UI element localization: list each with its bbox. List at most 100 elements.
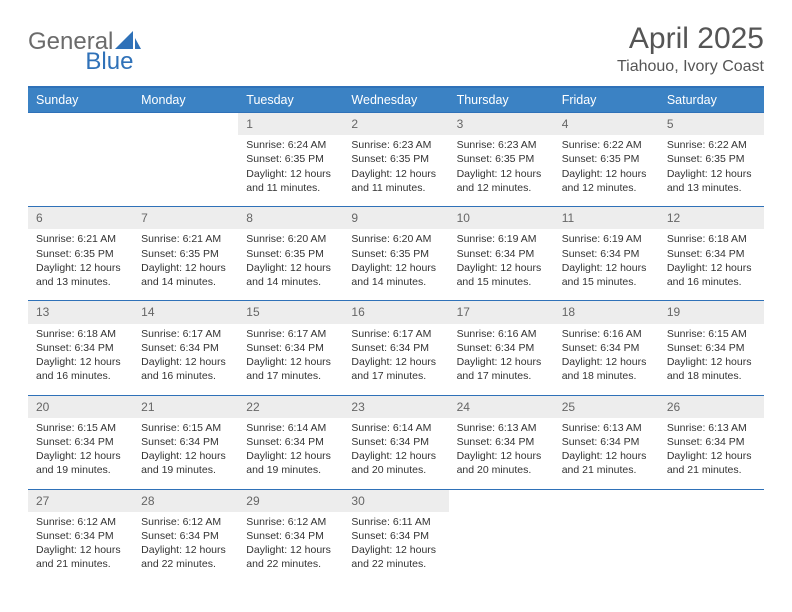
daylight-text: Daylight: 12 hours and 13 minutes. [667,167,756,195]
daylight-text: Daylight: 12 hours and 21 minutes. [36,543,125,571]
sunset-text: Sunset: 6:34 PM [562,435,651,449]
daylight-text: Daylight: 12 hours and 14 minutes. [141,261,230,289]
daylight-text: Daylight: 12 hours and 11 minutes. [246,167,335,195]
daylight-text: Daylight: 12 hours and 16 minutes. [36,355,125,383]
day-number-cell [659,489,764,512]
weekday-header: Tuesday [238,87,343,113]
weekday-header-row: Sunday Monday Tuesday Wednesday Thursday… [28,87,764,113]
sunrise-text: Sunrise: 6:24 AM [246,138,335,152]
sunrise-text: Sunrise: 6:12 AM [36,515,125,529]
daylight-text: Daylight: 12 hours and 21 minutes. [667,449,756,477]
daylight-text: Daylight: 12 hours and 20 minutes. [351,449,440,477]
day-content-cell: Sunrise: 6:11 AMSunset: 6:34 PMDaylight:… [343,512,448,583]
sunrise-text: Sunrise: 6:19 AM [562,232,651,246]
day-number-cell: 5 [659,113,764,136]
brand-logo: General Blue [28,22,193,56]
day-number-cell: 1 [238,113,343,136]
sunrise-text: Sunrise: 6:15 AM [667,327,756,341]
weekday-header: Sunday [28,87,133,113]
day-content-cell [449,512,554,583]
day-number-cell: 11 [554,207,659,230]
sunrise-text: Sunrise: 6:23 AM [457,138,546,152]
sunrise-text: Sunrise: 6:16 AM [457,327,546,341]
page-header: General Blue April 2025 Tiahouo, Ivory C… [28,22,764,76]
day-number-cell: 16 [343,301,448,324]
day-content-cell: Sunrise: 6:13 AMSunset: 6:34 PMDaylight:… [659,418,764,490]
sunset-text: Sunset: 6:35 PM [351,152,440,166]
daylight-text: Daylight: 12 hours and 22 minutes. [246,543,335,571]
sunset-text: Sunset: 6:34 PM [246,435,335,449]
weekday-header: Saturday [659,87,764,113]
sunset-text: Sunset: 6:34 PM [667,341,756,355]
sunset-text: Sunset: 6:34 PM [351,341,440,355]
day-number-cell [133,113,238,136]
daylight-text: Daylight: 12 hours and 17 minutes. [246,355,335,383]
sunrise-text: Sunrise: 6:12 AM [246,515,335,529]
sunrise-text: Sunrise: 6:19 AM [457,232,546,246]
sunrise-text: Sunrise: 6:15 AM [141,421,230,435]
day-content-cell: Sunrise: 6:12 AMSunset: 6:34 PMDaylight:… [133,512,238,583]
calendar-table: Sunday Monday Tuesday Wednesday Thursday… [28,86,764,583]
sunrise-text: Sunrise: 6:15 AM [36,421,125,435]
daylight-text: Daylight: 12 hours and 21 minutes. [562,449,651,477]
daynum-row: 20212223242526 [28,395,764,418]
weekday-header: Friday [554,87,659,113]
brand-part2: Blue [85,48,133,75]
day-number-cell: 23 [343,395,448,418]
day-content-cell: Sunrise: 6:22 AMSunset: 6:35 PMDaylight:… [554,135,659,207]
sunset-text: Sunset: 6:35 PM [246,247,335,261]
daylight-text: Daylight: 12 hours and 22 minutes. [141,543,230,571]
sunset-text: Sunset: 6:35 PM [246,152,335,166]
sunrise-text: Sunrise: 6:14 AM [246,421,335,435]
day-number-cell: 27 [28,489,133,512]
day-number-cell [554,489,659,512]
sunrise-text: Sunrise: 6:13 AM [562,421,651,435]
sunrise-text: Sunrise: 6:13 AM [667,421,756,435]
day-content-cell: Sunrise: 6:14 AMSunset: 6:34 PMDaylight:… [343,418,448,490]
sunrise-text: Sunrise: 6:12 AM [141,515,230,529]
day-number-cell: 4 [554,113,659,136]
day-content-cell: Sunrise: 6:16 AMSunset: 6:34 PMDaylight:… [554,324,659,396]
day-content-cell: Sunrise: 6:17 AMSunset: 6:34 PMDaylight:… [343,324,448,396]
sunrise-text: Sunrise: 6:22 AM [667,138,756,152]
day-content-cell: Sunrise: 6:12 AMSunset: 6:34 PMDaylight:… [28,512,133,583]
day-content-cell: Sunrise: 6:17 AMSunset: 6:34 PMDaylight:… [133,324,238,396]
daynum-row: 12345 [28,113,764,136]
sunrise-text: Sunrise: 6:16 AM [562,327,651,341]
daylight-text: Daylight: 12 hours and 15 minutes. [562,261,651,289]
day-number-cell: 10 [449,207,554,230]
day-content-cell: Sunrise: 6:16 AMSunset: 6:34 PMDaylight:… [449,324,554,396]
day-content-cell [133,135,238,207]
day-content-row: Sunrise: 6:24 AMSunset: 6:35 PMDaylight:… [28,135,764,207]
sunrise-text: Sunrise: 6:11 AM [351,515,440,529]
day-content-cell: Sunrise: 6:15 AMSunset: 6:34 PMDaylight:… [28,418,133,490]
day-content-cell: Sunrise: 6:18 AMSunset: 6:34 PMDaylight:… [28,324,133,396]
sunrise-text: Sunrise: 6:18 AM [36,327,125,341]
day-number-cell: 14 [133,301,238,324]
day-number-cell: 21 [133,395,238,418]
sunset-text: Sunset: 6:35 PM [36,247,125,261]
weekday-header: Wednesday [343,87,448,113]
day-content-cell: Sunrise: 6:18 AMSunset: 6:34 PMDaylight:… [659,229,764,301]
day-content-cell: Sunrise: 6:19 AMSunset: 6:34 PMDaylight:… [554,229,659,301]
day-number-cell: 29 [238,489,343,512]
daynum-row: 27282930 [28,489,764,512]
day-content-cell: Sunrise: 6:20 AMSunset: 6:35 PMDaylight:… [343,229,448,301]
daynum-row: 13141516171819 [28,301,764,324]
sunset-text: Sunset: 6:34 PM [36,341,125,355]
daylight-text: Daylight: 12 hours and 12 minutes. [562,167,651,195]
sunrise-text: Sunrise: 6:20 AM [351,232,440,246]
sunset-text: Sunset: 6:34 PM [141,435,230,449]
day-content-row: Sunrise: 6:18 AMSunset: 6:34 PMDaylight:… [28,324,764,396]
sunset-text: Sunset: 6:35 PM [457,152,546,166]
day-number-cell: 22 [238,395,343,418]
daylight-text: Daylight: 12 hours and 14 minutes. [351,261,440,289]
sunrise-text: Sunrise: 6:13 AM [457,421,546,435]
day-number-cell: 7 [133,207,238,230]
sunset-text: Sunset: 6:34 PM [141,341,230,355]
daylight-text: Daylight: 12 hours and 17 minutes. [457,355,546,383]
day-number-cell: 24 [449,395,554,418]
day-number-cell: 20 [28,395,133,418]
sunset-text: Sunset: 6:35 PM [351,247,440,261]
sunset-text: Sunset: 6:35 PM [667,152,756,166]
